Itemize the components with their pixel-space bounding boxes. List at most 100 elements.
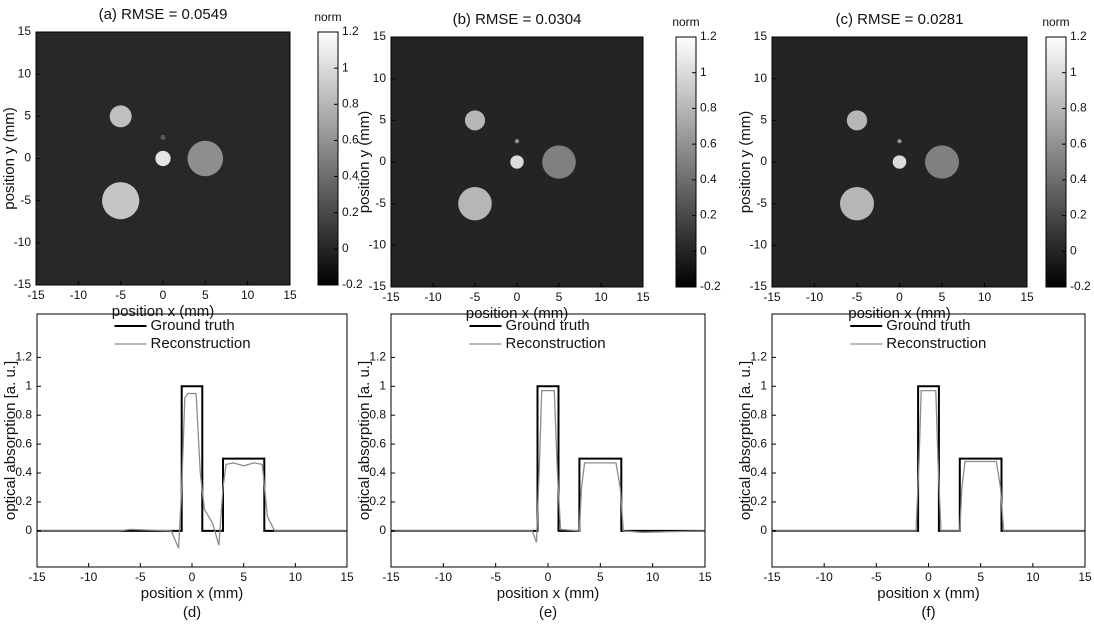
y-tick-label: 5 [379,113,386,127]
x-tick-label: 0 [896,290,903,304]
x-axis-label: position x (mm) [497,585,600,602]
object [187,140,224,177]
legend-label: Ground truth [151,317,235,334]
object [840,187,874,221]
x-tick-label: 15 [1020,290,1034,304]
y-tick-label: 0.8 [369,407,386,421]
y-tick-label: -5 [20,193,31,207]
x-tick-label: -10 [806,290,824,304]
y-tick-label: 1 [760,378,767,392]
x-tick-label: -10 [815,570,833,584]
object [109,105,132,128]
colorbar-label: norm [314,10,341,24]
y-tick-label: 1 [379,378,386,392]
colorbar-tick-label: 0 [1070,243,1077,257]
y-tick-label: -10 [14,235,32,249]
object [925,145,959,179]
y-tick-label: 0.2 [15,494,32,508]
colorbar-tick-label: 1.2 [700,29,717,43]
chart-title: (b) RMSE = 0.0304 [453,11,582,28]
object [846,110,868,131]
series-line [391,389,706,543]
colorbar-tick-label: -0.2 [342,277,363,291]
colorbar-tick-label: -0.2 [1070,279,1091,293]
colorbar-tick-label: 0.6 [342,133,359,147]
colorbar-tick-label: 0.4 [342,169,359,183]
object [892,155,907,169]
x-tick-label: -10 [435,570,453,584]
y-tick-label: 5 [24,109,31,123]
y-axis-label: optical absorption [a. u.] [2,361,19,520]
y-tick-label: 0 [24,151,31,165]
y-tick-label: 0.4 [15,465,32,479]
x-tick-label: -10 [424,290,442,304]
x-tick-label: 10 [241,288,255,302]
y-tick-label: 1.2 [750,350,767,364]
x-tick-label: 5 [240,570,247,584]
x-tick-label: -15 [382,290,400,304]
y-tick-label: 0 [379,154,386,168]
colorbar-tick-label: 1.2 [1070,29,1087,43]
legend-label: Ground truth [886,317,970,334]
object [155,150,171,167]
object [514,139,520,144]
colorbar-label: norm [1042,15,1069,29]
y-tick-label: 15 [754,29,768,43]
colorbar-tick-label: 0 [700,243,707,257]
x-tick-label: -5 [115,288,126,302]
colorbar-tick-label: 1.2 [342,24,359,38]
x-tick-label: -5 [871,570,882,584]
x-tick-label: 0 [545,570,552,584]
x-tick-label: 5 [939,290,946,304]
y-tick-label: 15 [373,29,387,43]
x-tick-label: -5 [135,570,146,584]
y-tick-label: -5 [375,196,386,210]
y-axis-label: optical absorption [a. u.] [737,361,754,520]
object [102,182,140,220]
x-tick-label: 10 [978,290,992,304]
y-tick-label: 0.8 [15,407,32,421]
colorbar-tick-label: 0.6 [700,136,717,150]
colorbar-tick-label: 0.4 [1070,172,1087,186]
x-tick-label: -5 [470,290,481,304]
object [458,187,492,221]
x-tick-label: 15 [1078,570,1092,584]
series-line [772,385,1085,532]
colorbar-tick-label: 0.8 [1070,101,1087,115]
y-tick-label: 0.6 [750,436,767,450]
x-tick-label: -10 [70,288,88,302]
y-tick-label: 0 [760,154,767,168]
object [510,155,524,169]
y-axis-label: position y (mm) [1,107,18,210]
y-tick-label: 0.2 [750,494,767,508]
colorbar-tick-label: 0.2 [700,208,717,222]
x-tick-label: -15 [28,570,46,584]
legend-label: Reconstruction [506,335,606,352]
legend-label: Reconstruction [886,335,986,352]
colorbar-tick-label: 0.2 [342,205,359,219]
y-tick-label: 0 [760,523,767,537]
x-tick-label: 10 [646,570,660,584]
series-line [37,385,347,532]
x-tick-label: -5 [490,570,501,584]
x-tick-label: -15 [763,290,781,304]
x-tick-label: -15 [763,570,781,584]
x-tick-label: 15 [283,288,297,302]
x-tick-label: 15 [636,290,650,304]
colorbar-tick-label: 1 [342,60,349,74]
x-axis-label: position x (mm) [141,585,244,602]
x-tick-label: 5 [556,290,563,304]
y-tick-label: 1.2 [15,350,32,364]
y-tick-label: 1.2 [369,350,386,364]
y-tick-label: 0.6 [15,436,32,450]
x-tick-label: 0 [514,290,521,304]
x-tick-label: 5 [202,288,209,302]
x-tick-label: -15 [382,570,400,584]
y-tick-label: 0.4 [750,465,767,479]
y-tick-label: -15 [369,279,387,293]
x-axis-label: position x (mm) [112,303,215,320]
y-axis-label: position y (mm) [356,111,373,214]
object [464,110,486,131]
colorbar-tick-label: -0.2 [700,279,721,293]
